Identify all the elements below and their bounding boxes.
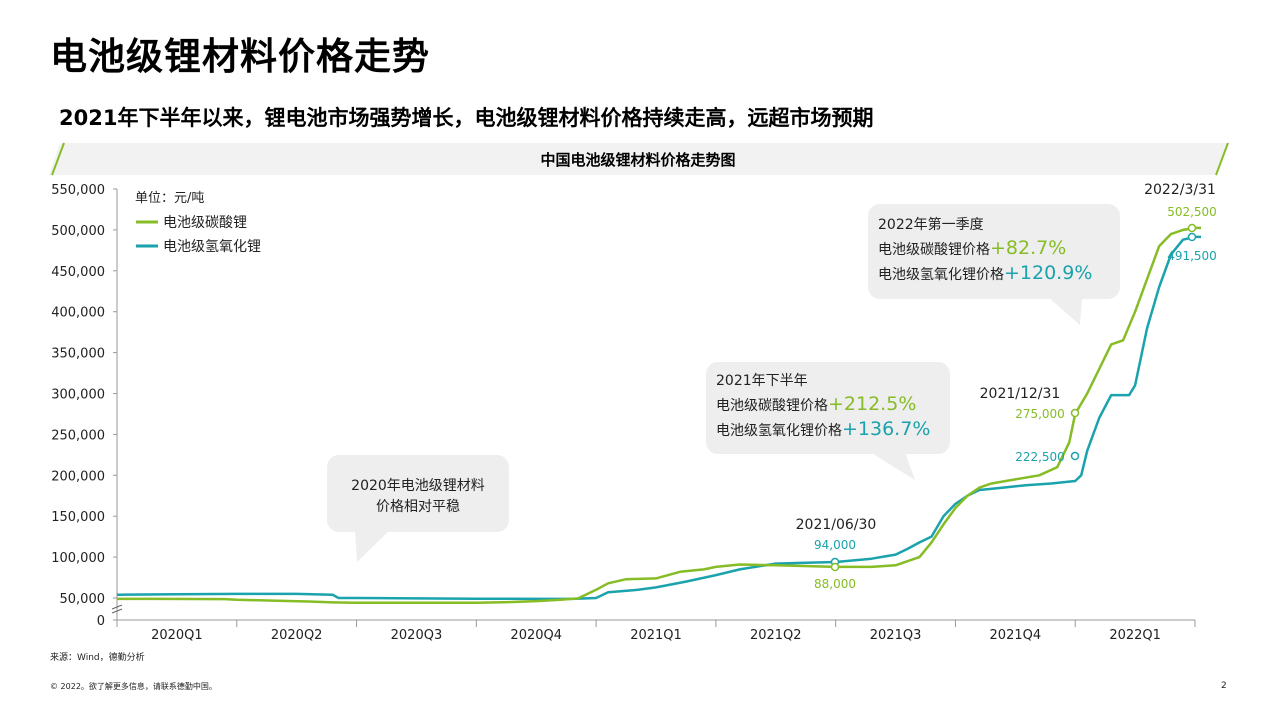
svg-text:电池级碳酸锂价格+212.5%: 电池级碳酸锂价格+212.5%	[716, 393, 916, 415]
chart-title: 中国电池级锂材料价格走势图	[540, 151, 735, 169]
y-tick-label: 500,000	[51, 224, 105, 239]
legend-label-hydroxide: 电池级氢氧化锂	[163, 239, 261, 255]
callout-2022q1-row1-text: 电池级碳酸锂价格	[878, 242, 990, 258]
x-tick-label: 2020Q2	[271, 628, 323, 643]
legend-label-carbonate: 电池级碳酸锂	[163, 215, 247, 231]
x-tick-label: 2020Q1	[151, 628, 203, 643]
y-tick-label: 50,000	[60, 592, 106, 607]
x-tick-label: 2022Q1	[1109, 628, 1161, 643]
y-tick-label: 450,000	[51, 265, 105, 280]
svg-text:电池级氢氧化锂价格+120.9%: 电池级氢氧化锂价格+120.9%	[878, 262, 1092, 284]
y-tick-label: 100,000	[51, 551, 105, 566]
callout-2020: 2020年电池级锂材料 价格相对平稳	[327, 455, 509, 562]
copyright-note: © 2022。欲了解更多信息，请联系德勤中国。	[50, 682, 217, 691]
page-title: 电池级锂材料价格走势	[50, 35, 430, 78]
y-tick-label: 200,000	[51, 469, 105, 484]
banner-slash-left	[51, 142, 65, 176]
x-tick-label: 2021Q2	[750, 628, 802, 643]
callout-2022q1-row1-change: +82.7%	[990, 237, 1066, 259]
y-tick-labels: 550,000 500,000 450,000 400,000 350,000 300,0…	[51, 183, 117, 629]
callout-2021h2-row2-text: 电池级氢氧化锂价格	[716, 423, 842, 439]
annotation-value-hydroxide-2021-06-30: 94,000	[814, 538, 856, 552]
x-tick-label: 2021Q3	[870, 628, 922, 643]
axis-break-mark-2	[111, 608, 123, 614]
marker-2021-12-31-carbonate	[1070, 408, 1080, 418]
x-tick-label: 2021Q4	[990, 628, 1042, 643]
annotation-value-hydroxide-2022-03-31: 491,500	[1167, 249, 1217, 263]
svg-text:电池级碳酸锂价格+82.7%: 电池级碳酸锂价格+82.7%	[878, 237, 1066, 259]
x-tick-label: 2020Q3	[391, 628, 443, 643]
page-number: 2	[1221, 681, 1227, 691]
x-tick-labels: 2020Q1 2020Q2 2020Q3 2020Q4 2021Q1 2021Q2 2021…	[116, 620, 1196, 643]
y-tick-label: 400,000	[51, 306, 105, 321]
callout-2021h2-row1-text: 电池级碳酸锂价格	[716, 398, 828, 414]
callout-2020-line-2: 价格相对平稳	[376, 499, 460, 515]
annotation-value-carbonate-2021-06-30: 88,000	[814, 577, 856, 591]
callout-2022q1-row2-change: +120.9%	[1004, 262, 1092, 284]
annotation-date-2021-12-31: 2021/12/31	[980, 386, 1061, 402]
x-tick-label: 2021Q1	[630, 628, 682, 643]
annotation-value-hydroxide-2021-12-31: 222,500	[1015, 450, 1065, 464]
callout-2021h2: 2021年下半年 电池级碳酸锂价格+212.5% 电池级氢氧化锂价格+136.7…	[706, 362, 950, 480]
chart-title-banner	[49, 143, 1228, 175]
banner-slash-right	[1215, 142, 1229, 176]
axis-break-mark-1	[111, 604, 123, 610]
marker-2021-12-31-hydroxide	[1070, 451, 1080, 461]
x-tick-label: 2020Q4	[510, 628, 562, 643]
y-tick-label: 350,000	[51, 347, 105, 362]
y-tick-label: 150,000	[51, 510, 105, 525]
y-tick-label: 550,000	[51, 183, 105, 198]
y-tick-label: 0	[97, 614, 105, 629]
callout-2020-line-1: 2020年电池级锂材料	[351, 478, 485, 494]
callout-2022q1-row2-text: 电池级氢氧化锂价格	[878, 267, 1004, 283]
callout-2022q1-heading: 2022年第一季度	[878, 216, 984, 233]
marker-2022-03-31-carbonate	[1187, 223, 1197, 233]
series-line-carbonate	[117, 226, 1201, 605]
series-line-hydroxide	[116, 235, 1201, 601]
annotation-value-carbonate-2022-03-31: 502,500	[1167, 205, 1217, 219]
source-note: 来源：Wind，德勤分析	[50, 653, 145, 663]
y-tick-label: 250,000	[51, 428, 105, 443]
marker-2021-06-30-carbonate	[830, 562, 840, 572]
y-tick-label: 300,000	[51, 388, 105, 403]
annotation-date-2021-06-30: 2021/06/30	[796, 517, 877, 533]
callout-2021h2-heading: 2021年下半年	[716, 373, 808, 389]
unit-label: 单位：元/吨	[135, 191, 204, 206]
callout-2021h2-row2-change: +136.7%	[842, 418, 930, 440]
annotation-value-carbonate-2021-12-31: 275,000	[1015, 407, 1065, 421]
svg-text:电池级氢氧化锂价格+136.7%: 电池级氢氧化锂价格+136.7%	[716, 418, 930, 440]
page-subtitle: 2021年下半年以来，锂电池市场强势增长，电池级锂材料价格持续走高，远超市场预期	[59, 106, 874, 130]
callout-2021h2-row1-change: +212.5%	[828, 393, 916, 415]
annotation-date-2022-03-31: 2022/3/31	[1144, 182, 1216, 198]
marker-2022-03-31-hydroxide	[1187, 232, 1197, 242]
callout-2022q1: 2022年第一季度 电池级碳酸锂价格+82.7% 电池级氢氧化锂价格+120.9…	[868, 204, 1120, 325]
